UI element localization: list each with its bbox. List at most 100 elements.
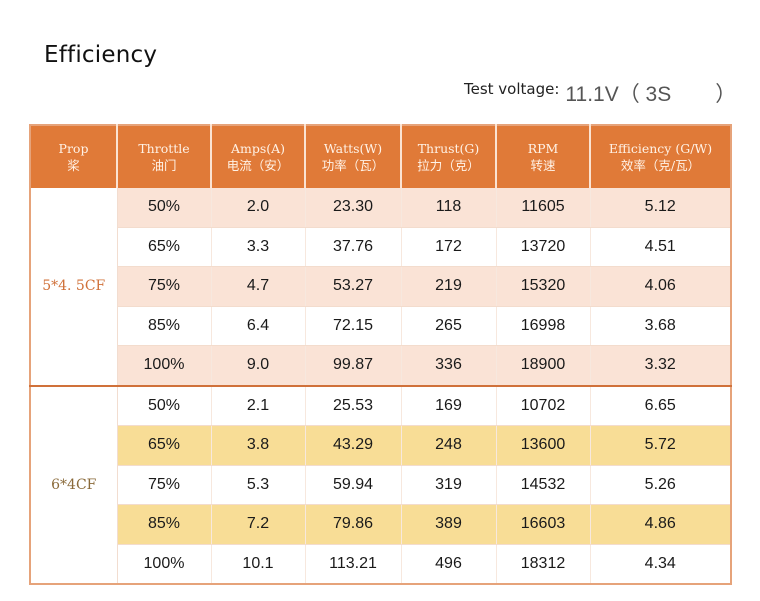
rpm-cell: 13600	[496, 425, 591, 466]
prop-cell: 5*4. 5CF	[30, 188, 118, 386]
rpm-cell: 16998	[496, 306, 591, 346]
throttle-cell: 50%	[117, 188, 212, 228]
column-header-en: Watts(W)	[323, 141, 383, 156]
watts-cell: 43.29	[305, 425, 402, 466]
throttle-cell: 65%	[117, 227, 212, 267]
rpm-cell: 13720	[496, 227, 591, 267]
amps-cell: 2.0	[211, 188, 306, 228]
column-header-zh: 油门	[151, 158, 177, 173]
throttle-cell: 85%	[117, 306, 212, 346]
column-header-zh: 效率（克/瓦）	[620, 158, 701, 173]
column-header-watts: Watts(W) 功率（瓦）	[305, 125, 402, 188]
thrust-cell: 169	[401, 384, 497, 426]
efficiency-cell: 4.51	[590, 227, 731, 267]
throttle-cell: 75%	[117, 266, 212, 307]
throttle-cell: 65%	[117, 425, 212, 466]
watts-cell: 99.87	[305, 345, 402, 386]
rpm-cell: 18900	[496, 345, 591, 386]
rpm-cell: 11605	[496, 188, 591, 228]
column-header-en: Efficiency (G/W)	[608, 141, 713, 156]
column-header-en: Throttle	[138, 141, 190, 156]
table-row: 6*4CF 50% 2.1 25.53 169 10702 6.65	[30, 384, 731, 585]
table-row: 75% 5.3 59.94 319 14532 5.26	[30, 465, 731, 505]
column-header-zh: 功率（瓦）	[321, 158, 385, 173]
table-body: 5*4. 5CF 50% 2.0 23.30 118 11605 5.12 65% 3.3 37.…	[30, 188, 731, 585]
amps-cell: 10.1	[211, 544, 306, 585]
throttle-cell: 50%	[117, 384, 212, 426]
efficiency-cell: 3.68	[590, 306, 731, 346]
thrust-cell: 118	[401, 188, 497, 228]
amps-cell: 5.3	[211, 465, 306, 505]
table-row: 5*4. 5CF 50% 2.0 23.30 118 11605 5.12	[30, 188, 731, 386]
efficiency-cell: 4.86	[590, 504, 731, 545]
watts-cell: 72.15	[305, 306, 402, 346]
column-header-zh: 桨	[67, 158, 80, 173]
column-header-zh: 转速	[530, 158, 556, 173]
watts-cell: 79.86	[305, 504, 402, 545]
column-header-prop: Prop 桨	[30, 125, 118, 188]
test-voltage: Test voltage: 11.1V（ 3S）	[464, 78, 736, 108]
table-row: 75% 4.7 53.27 219 15320 4.06	[30, 266, 731, 307]
amps-cell: 3.8	[211, 425, 306, 466]
column-header-efficiency: Efficiency (G/W) 效率（克/瓦）	[590, 125, 731, 188]
amps-cell: 4.7	[211, 266, 306, 307]
rpm-cell: 14532	[496, 465, 591, 505]
amps-cell: 3.3	[211, 227, 306, 267]
table-header-row: Prop 桨 Throttle 油门 Amps(A) 电流（安） Watts(W) 功率（瓦）…	[30, 125, 731, 188]
watts-cell: 59.94	[305, 465, 402, 505]
table-row: 85% 7.2 79.86 389 16603 4.86	[30, 504, 731, 545]
thrust-cell: 265	[401, 306, 497, 346]
page-title: Efficiency	[44, 42, 158, 68]
column-header-en: RPM	[527, 141, 559, 156]
efficiency-table: Prop 桨 Throttle 油门 Amps(A) 电流（安） Watts(W) 功率（瓦）…	[29, 124, 732, 585]
throttle-cell: 85%	[117, 504, 212, 545]
efficiency-cell: 4.34	[590, 544, 731, 585]
table-row: 65% 3.3 37.76 172 13720 4.51	[30, 227, 731, 267]
column-header-rpm: RPM 转速	[496, 125, 591, 188]
table-row: 85% 6.4 72.15 265 16998 3.68	[30, 306, 731, 346]
efficiency-cell: 6.65	[590, 384, 731, 426]
thrust-cell: 319	[401, 465, 497, 505]
table-row: 100% 9.0 99.87 336 18900 3.32	[30, 345, 731, 386]
throttle-cell: 75%	[117, 465, 212, 505]
thrust-cell: 496	[401, 544, 497, 585]
test-voltage-value: 11.1V（ 3S）	[565, 83, 737, 106]
rpm-cell: 18312	[496, 544, 591, 585]
rpm-cell: 16603	[496, 504, 591, 545]
watts-cell: 53.27	[305, 266, 402, 307]
test-voltage-label: Test voltage:	[464, 80, 560, 98]
column-header-amps: Amps(A) 电流（安）	[211, 125, 306, 188]
thrust-cell: 389	[401, 504, 497, 545]
column-header-throttle: Throttle 油门	[117, 125, 212, 188]
table-row: 65% 3.8 43.29 248 13600 5.72	[30, 425, 731, 466]
column-header-zh: 拉力（克）	[417, 158, 480, 173]
column-header-en: Thrust(G)	[417, 141, 480, 156]
table-row: 100% 10.1 113.21 496 18312 4.34	[30, 544, 731, 585]
column-header-en: Prop	[58, 141, 89, 156]
amps-cell: 9.0	[211, 345, 306, 386]
efficiency-cell: 3.32	[590, 345, 731, 386]
efficiency-cell: 5.72	[590, 425, 731, 466]
prop-cell: 6*4CF	[30, 384, 118, 585]
rpm-cell: 15320	[496, 266, 591, 307]
thrust-cell: 219	[401, 266, 497, 307]
throttle-cell: 100%	[117, 345, 212, 386]
thrust-cell: 172	[401, 227, 497, 267]
watts-cell: 25.53	[305, 384, 402, 426]
column-header-en: Amps(A)	[230, 141, 286, 156]
column-header-zh: 电流（安）	[226, 158, 290, 173]
efficiency-cell: 4.06	[590, 266, 731, 307]
watts-cell: 37.76	[305, 227, 402, 267]
amps-cell: 2.1	[211, 384, 306, 426]
amps-cell: 7.2	[211, 504, 306, 545]
efficiency-cell: 5.12	[590, 188, 731, 228]
column-header-thrust: Thrust(G) 拉力（克）	[401, 125, 497, 188]
thrust-cell: 248	[401, 425, 497, 466]
efficiency-cell: 5.26	[590, 465, 731, 505]
thrust-cell: 336	[401, 345, 497, 386]
throttle-cell: 100%	[117, 544, 212, 585]
watts-cell: 23.30	[305, 188, 402, 228]
amps-cell: 6.4	[211, 306, 306, 346]
rpm-cell: 10702	[496, 384, 591, 426]
watts-cell: 113.21	[305, 544, 402, 585]
